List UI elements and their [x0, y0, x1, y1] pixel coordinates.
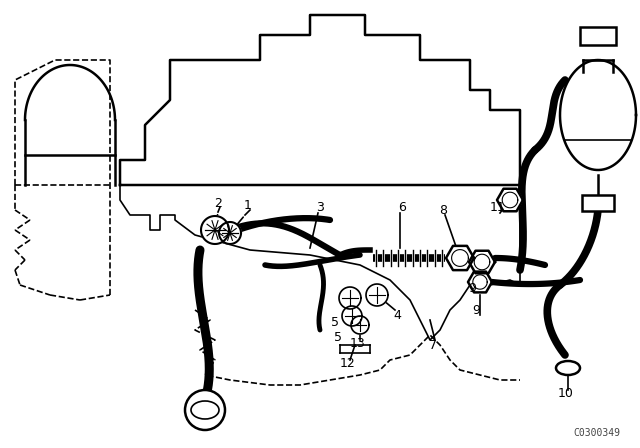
Text: 4: 4 — [393, 309, 401, 322]
Text: C0300349: C0300349 — [573, 428, 620, 438]
Text: 11: 11 — [490, 201, 506, 214]
Text: 3: 3 — [316, 201, 324, 214]
Text: 10: 10 — [558, 387, 574, 400]
Text: 5: 5 — [331, 315, 339, 328]
Polygon shape — [351, 316, 369, 334]
Text: 7: 7 — [429, 339, 437, 352]
Polygon shape — [446, 246, 474, 270]
Polygon shape — [339, 287, 361, 309]
Polygon shape — [342, 306, 362, 326]
Text: 8: 8 — [439, 203, 447, 216]
Text: 13: 13 — [350, 336, 366, 349]
Polygon shape — [219, 222, 241, 244]
Polygon shape — [366, 284, 388, 306]
FancyBboxPatch shape — [580, 27, 616, 45]
Text: 2: 2 — [214, 197, 222, 210]
Polygon shape — [201, 216, 229, 244]
Text: 9: 9 — [472, 303, 480, 316]
Polygon shape — [560, 60, 636, 170]
FancyBboxPatch shape — [582, 195, 614, 211]
Circle shape — [185, 390, 225, 430]
Text: 6: 6 — [398, 201, 406, 214]
Polygon shape — [469, 251, 495, 273]
Ellipse shape — [556, 361, 580, 375]
Text: 1: 1 — [244, 198, 252, 211]
Polygon shape — [497, 189, 523, 211]
Text: 5: 5 — [334, 331, 342, 344]
Text: 9: 9 — [468, 281, 476, 294]
Polygon shape — [468, 271, 492, 293]
Text: 12: 12 — [340, 357, 356, 370]
